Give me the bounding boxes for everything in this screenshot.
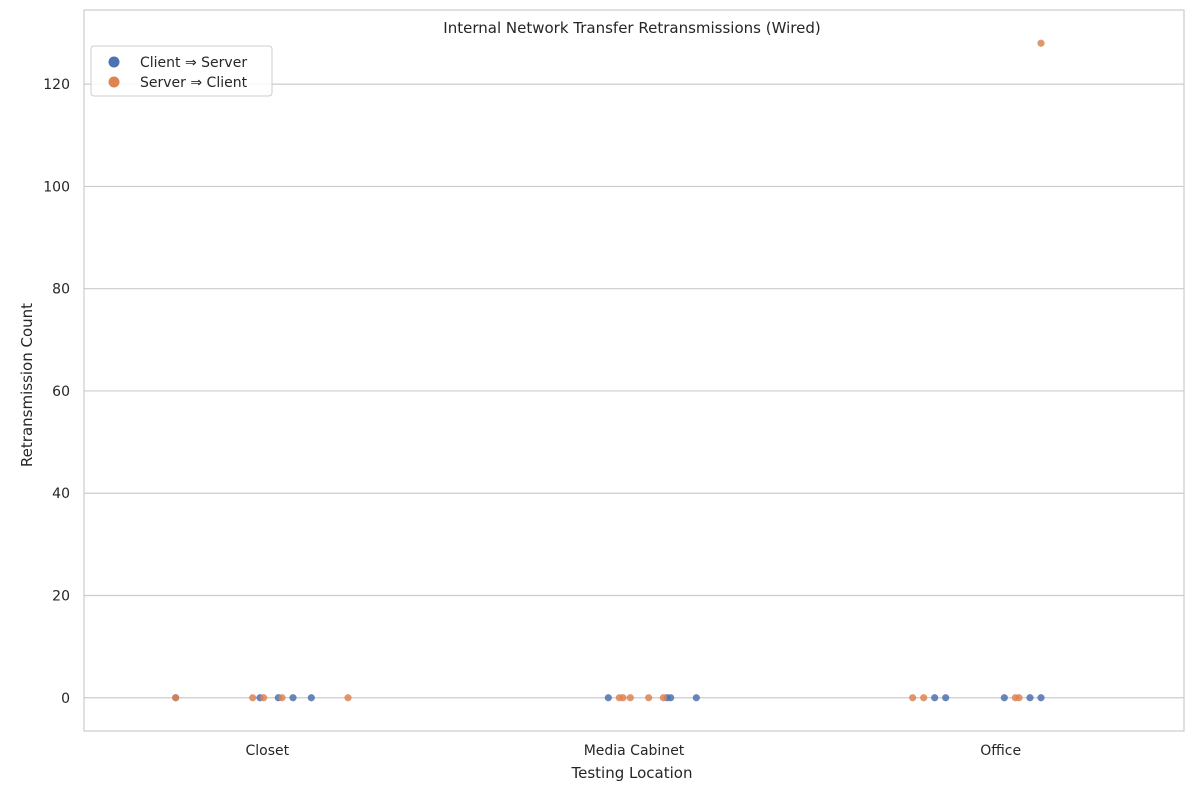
data-point-client-server — [1000, 694, 1008, 702]
legend-marker-server-client — [108, 76, 120, 88]
y-tick-label: 0 — [61, 691, 70, 707]
plot-frame — [83, 9, 1185, 732]
y-tick-label: 40 — [52, 486, 70, 502]
data-point-server-client — [344, 694, 352, 702]
data-point-server-client — [659, 694, 667, 702]
x-tick-label: Closet — [246, 743, 290, 759]
data-point-server-client — [260, 694, 268, 702]
data-point-client-server — [942, 694, 950, 702]
legend-box — [90, 45, 273, 97]
y-tick-label: 20 — [52, 588, 70, 604]
y-axis-label: Retransmission Count — [18, 303, 36, 467]
data-point-client-server — [307, 694, 315, 702]
y-tick-label: 100 — [43, 179, 70, 195]
x-tick-label: Media Cabinet — [584, 743, 685, 759]
legend-label-client-server: Client ⇒ Server — [140, 55, 247, 71]
data-point-server-client — [249, 694, 257, 702]
data-point-server-client — [626, 694, 634, 702]
data-point-client-server — [289, 694, 297, 702]
y-tick-label: 60 — [52, 384, 70, 400]
legend-label-server-client: Server ⇒ Client — [140, 75, 248, 91]
y-tick-labels: 0 20 40 60 80 100 120 — [43, 77, 70, 707]
data-point-server-client — [172, 694, 180, 702]
data-point-client-server — [1026, 694, 1034, 702]
chart-title: Internal Network Transfer Retransmission… — [443, 19, 820, 37]
data-point-server-client — [909, 694, 917, 702]
data-point-client-server — [692, 694, 700, 702]
legend: Client ⇒ Server Server ⇒ Client — [90, 45, 273, 97]
x-axis-label: Testing Location — [571, 764, 693, 782]
data-point-client-server — [1037, 694, 1045, 702]
data-point-client-server — [604, 694, 612, 702]
data-point-server-client — [1037, 39, 1045, 47]
data-point-server-client — [645, 694, 653, 702]
x-tick-labels: Closet Media Cabinet Office — [246, 743, 1022, 759]
data-point-server-client — [619, 694, 627, 702]
data-point-server-client — [920, 694, 928, 702]
legend-marker-client-server — [108, 56, 120, 68]
data-point-client-server — [931, 694, 939, 702]
data-points — [172, 39, 1045, 702]
y-tick-label: 80 — [52, 282, 70, 298]
x-tick-label: Office — [980, 743, 1021, 759]
data-point-server-client — [1015, 694, 1023, 702]
y-tick-label: 120 — [43, 77, 70, 93]
data-point-client-server — [667, 694, 675, 702]
data-point-server-client — [278, 694, 286, 702]
